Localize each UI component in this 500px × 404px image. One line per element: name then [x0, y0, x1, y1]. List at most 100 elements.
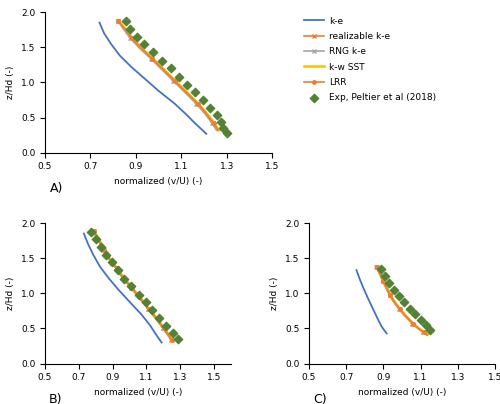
RNG k-e — [202, 112, 208, 116]
k-w SST — [421, 330, 427, 335]
Text: A): A) — [50, 182, 63, 195]
RNG k-e — [396, 307, 402, 312]
k-w SST — [184, 90, 190, 95]
Exp, Peltier et al (2018) — [174, 336, 182, 342]
LRR — [138, 46, 144, 50]
Line: k-w SST: k-w SST — [378, 267, 428, 335]
realizable k-e — [396, 307, 402, 312]
RNG k-e — [392, 300, 398, 305]
LRR — [128, 285, 134, 290]
RNG k-e — [374, 264, 380, 269]
LRR — [410, 321, 416, 326]
k-w SST — [170, 338, 176, 343]
k-w SST — [150, 56, 156, 61]
RNG k-e — [380, 278, 386, 283]
LRR — [392, 300, 398, 305]
k-w SST — [172, 79, 178, 84]
Exp, Peltier et al (2018) — [149, 49, 157, 55]
X-axis label: normalized (v/U) (-): normalized (v/U) (-) — [114, 177, 203, 186]
k-w SST — [404, 314, 409, 319]
LRR — [184, 90, 190, 95]
LRR — [96, 238, 102, 243]
LRR — [129, 36, 135, 40]
realizable k-e — [210, 121, 216, 126]
Exp, Peltier et al (2018) — [206, 105, 214, 111]
RNG k-e — [402, 314, 408, 319]
k-w SST — [122, 27, 128, 32]
k-w SST — [204, 112, 210, 116]
realizable k-e — [128, 285, 134, 290]
Exp, Peltier et al (2018) — [92, 236, 100, 242]
Exp, Peltier et al (2018) — [135, 291, 143, 298]
k-w SST — [196, 101, 202, 106]
Line: realizable k-e: realizable k-e — [374, 264, 429, 337]
Text: B): B) — [48, 393, 62, 404]
realizable k-e — [420, 330, 426, 335]
RNG k-e — [148, 56, 154, 61]
k-e — [152, 332, 158, 337]
LRR — [166, 333, 172, 338]
Exp, Peltier et al (2018) — [400, 299, 408, 306]
realizable k-e — [100, 247, 106, 252]
LRR — [388, 293, 394, 298]
Line: k-e: k-e — [84, 234, 162, 343]
realizable k-e — [402, 314, 408, 319]
realizable k-e — [214, 128, 220, 133]
Line: RNG k-e: RNG k-e — [91, 229, 174, 343]
realizable k-e — [424, 332, 430, 337]
k-e — [204, 131, 210, 136]
k-e — [81, 231, 87, 236]
realizable k-e — [106, 257, 112, 261]
LRR — [380, 278, 386, 283]
k-e — [96, 20, 102, 25]
Line: LRR: LRR — [376, 265, 429, 337]
Y-axis label: z/Hd (-): z/Hd (-) — [6, 277, 16, 310]
RNG k-e — [415, 326, 421, 331]
X-axis label: normalized (v/U) (-): normalized (v/U) (-) — [358, 388, 446, 397]
LRR — [210, 121, 216, 126]
RNG k-e — [193, 101, 199, 106]
Exp, Peltier et al (2018) — [222, 130, 230, 136]
LRR — [384, 285, 390, 290]
Exp, Peltier et al (2018) — [376, 265, 384, 272]
Legend: k-e, realizable k-e, RNG k-e, k-w SST, LRR, Exp, Peltier et al (2018): k-e, realizable k-e, RNG k-e, k-w SST, L… — [304, 17, 436, 102]
k-w SST — [129, 285, 135, 290]
k-e — [142, 76, 148, 81]
LRR — [416, 326, 422, 331]
LRR — [91, 229, 97, 234]
RNG k-e — [424, 332, 430, 337]
realizable k-e — [153, 317, 159, 322]
k-w SST — [166, 333, 172, 338]
Exp, Peltier et al (2018) — [175, 74, 183, 80]
RNG k-e — [170, 79, 176, 84]
realizable k-e — [383, 285, 389, 290]
realizable k-e — [138, 46, 143, 50]
LRR — [374, 264, 380, 269]
k-e — [364, 295, 370, 300]
Exp, Peltier et al (2018) — [148, 307, 156, 314]
Exp, Peltier et al (2018) — [86, 229, 94, 236]
Exp, Peltier et al (2018) — [217, 119, 225, 126]
k-e — [172, 101, 177, 106]
realizable k-e — [112, 265, 118, 270]
k-w SST — [92, 229, 98, 234]
RNG k-e — [96, 238, 102, 243]
k-e — [156, 88, 162, 93]
Exp, Peltier et al (2018) — [140, 41, 148, 48]
Line: RNG k-e: RNG k-e — [374, 264, 430, 337]
RNG k-e — [420, 330, 426, 335]
k-w SST — [211, 121, 217, 126]
Text: C): C) — [313, 393, 326, 404]
LRR — [420, 330, 426, 335]
RNG k-e — [100, 247, 106, 252]
RNG k-e — [387, 293, 393, 298]
LRR — [146, 306, 152, 311]
Y-axis label: z/Hd (-): z/Hd (-) — [270, 277, 280, 310]
realizable k-e — [128, 36, 134, 40]
Exp, Peltier et al (2018) — [120, 275, 128, 282]
Exp, Peltier et al (2018) — [406, 305, 414, 312]
Exp, Peltier et al (2018) — [127, 283, 135, 290]
k-w SST — [114, 265, 120, 270]
k-e — [158, 340, 164, 345]
Line: LRR: LRR — [116, 19, 220, 132]
